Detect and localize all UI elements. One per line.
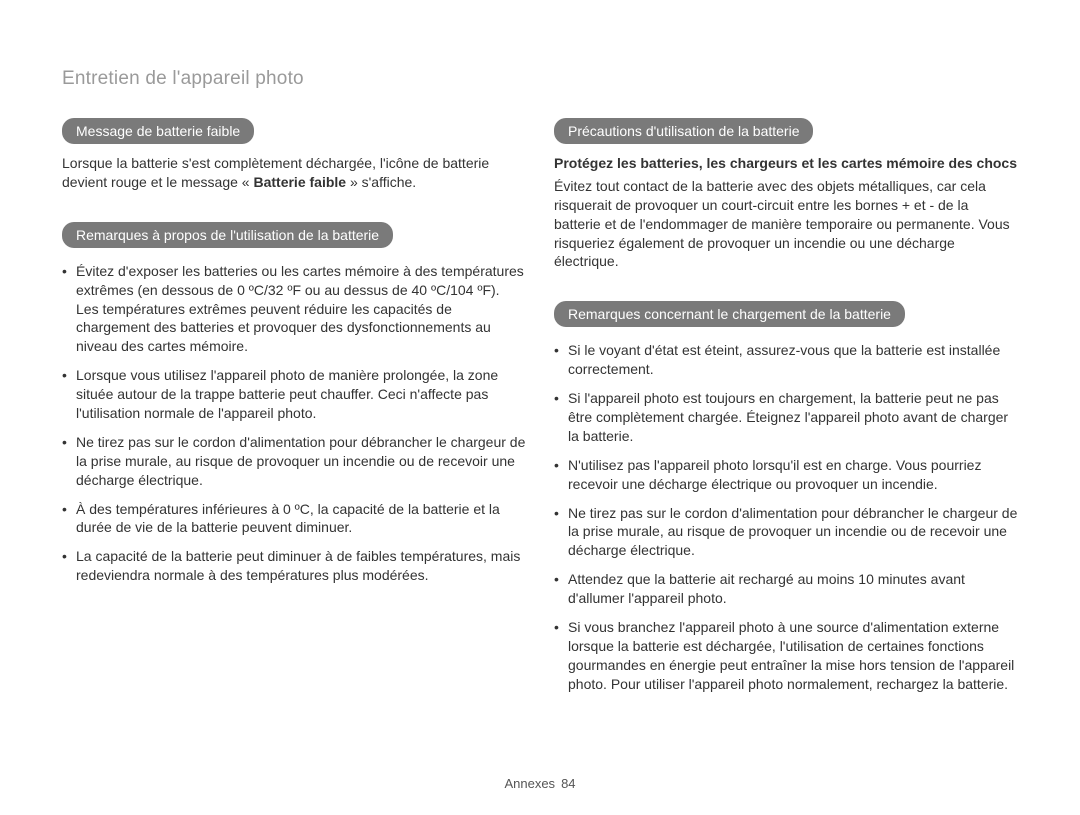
section-body-battery-use-notes: Évitez d'exposer les batteries ou les ca… (62, 262, 526, 585)
left-column: Message de batterie faible Lorsque la ba… (62, 118, 526, 724)
list-item: N'utilisez pas l'appareil photo lorsqu'i… (554, 456, 1018, 494)
columns: Message de batterie faible Lorsque la ba… (62, 118, 1018, 724)
list-item: Évitez d'exposer les batteries ou les ca… (62, 262, 526, 356)
right-column: Précautions d'utilisation de la batterie… (554, 118, 1018, 724)
list-item: Attendez que la batterie ait rechargé au… (554, 570, 1018, 608)
list-item: Si l'appareil photo est toujours en char… (554, 389, 1018, 446)
section-body-low-battery: Lorsque la batterie s'est complètement d… (62, 154, 526, 192)
footer-label: Annexes (504, 776, 555, 791)
section-heading-low-battery: Message de batterie faible (62, 118, 254, 144)
list-item: Ne tirez pas sur le cordon d'alimentatio… (62, 433, 526, 490)
page-title: Entretien de l'appareil photo (62, 68, 1018, 90)
section-heading-precautions: Précautions d'utilisation de la batterie (554, 118, 813, 144)
list-item: Ne tirez pas sur le cordon d'alimentatio… (554, 504, 1018, 561)
low-battery-paragraph: Lorsque la batterie s'est complètement d… (62, 154, 526, 192)
section-heading-battery-use-notes: Remarques à propos de l'utilisation de l… (62, 222, 393, 248)
bullet-list-battery-use: Évitez d'exposer les batteries ou les ca… (62, 262, 526, 585)
page-footer: Annexes 84 (0, 776, 1080, 791)
section-body-charging-notes: Si le voyant d'état est éteint, assurez-… (554, 341, 1018, 693)
list-item: À des températures inférieures à 0 ºC, l… (62, 500, 526, 538)
list-item: Si le voyant d'état est éteint, assurez-… (554, 341, 1018, 379)
footer-page-number: 84 (561, 776, 575, 791)
precautions-paragraph: Évitez tout contact de la batterie avec … (554, 177, 1018, 271)
bullet-list-charging: Si le voyant d'état est éteint, assurez-… (554, 341, 1018, 693)
list-item: Si vous branchez l'appareil photo à une … (554, 618, 1018, 694)
text-post: » s'affiche. (346, 174, 416, 190)
section-body-precautions: Protégez les batteries, les chargeurs et… (554, 154, 1018, 271)
page: Entretien de l'appareil photo Message de… (0, 0, 1080, 815)
list-item: Lorsque vous utilisez l'appareil photo d… (62, 366, 526, 423)
list-item: La capacité de la batterie peut diminuer… (62, 547, 526, 585)
section-heading-charging-notes: Remarques concernant le chargement de la… (554, 301, 905, 327)
text-bold: Batterie faible (253, 174, 346, 190)
precautions-subhead: Protégez les batteries, les chargeurs et… (554, 154, 1018, 173)
